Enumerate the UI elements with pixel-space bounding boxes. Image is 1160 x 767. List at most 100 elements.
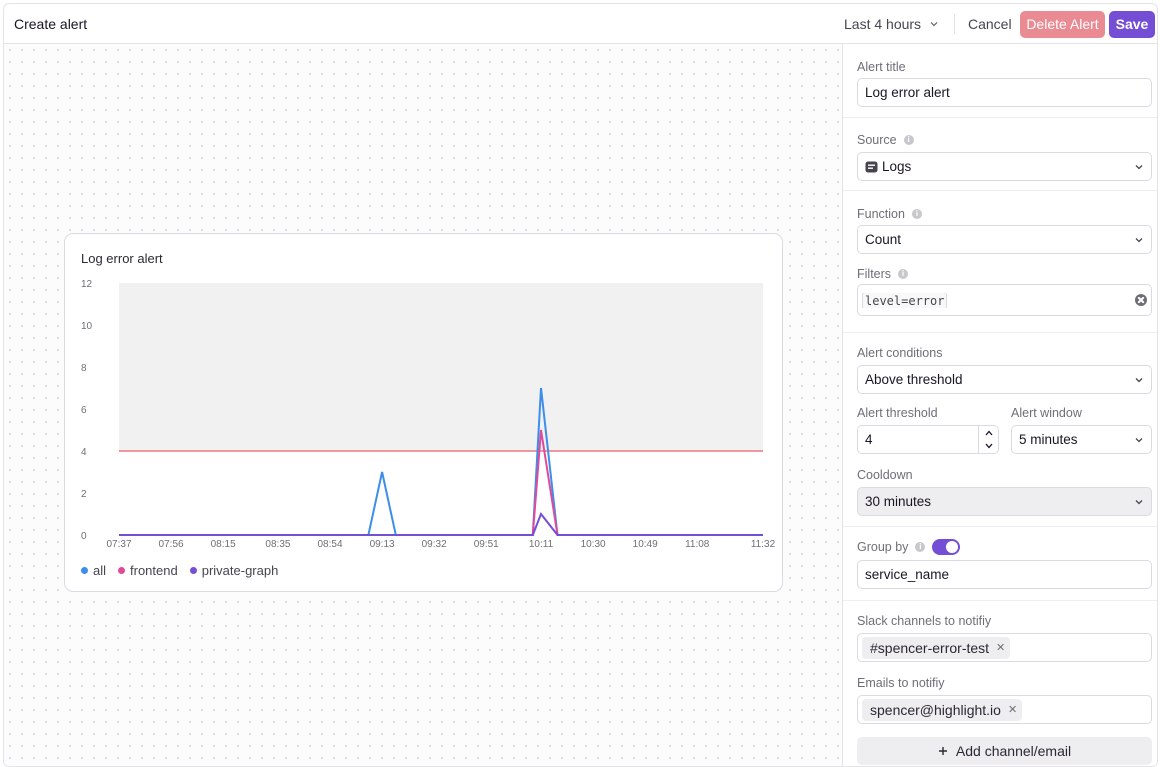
slack-channels-input[interactable]: #spencer-error-test ✕ [857,633,1152,662]
conditions-select[interactable]: Above threshold [857,365,1152,394]
group-by-toggle[interactable] [932,539,961,555]
filters-label: Filters [857,267,892,281]
y-tick-label: 10 [81,321,93,332]
group-by-input[interactable]: service_name [857,560,1152,589]
create-alert-window: Create alert Last 4 hours Cancel Delete … [3,3,1158,767]
delete-alert-button[interactable]: Delete Alert [1020,11,1105,38]
y-tick-label: 2 [81,489,87,500]
time-range-label: Last 4 hours [844,16,922,32]
x-tick-label: 08:35 [265,539,290,550]
x-tick-label: 09:13 [370,539,395,550]
info-icon: i [898,269,909,279]
time-range-select[interactable]: Last 4 hours [844,16,939,32]
chevron-down-icon [930,22,938,27]
emails-input[interactable]: spencer@highlight.io ✕ [857,695,1152,724]
x-tick-label: 07:56 [159,539,184,550]
decrement-button[interactable] [979,440,998,454]
info-icon: i [911,209,922,219]
header-divider [954,14,955,34]
slack-channel-tag: #spencer-error-test ✕ [862,636,1011,659]
increment-button[interactable] [979,426,998,440]
info-icon: i [915,542,926,552]
function-select[interactable]: Count [857,225,1152,254]
chevron-up-icon [985,430,992,436]
y-tick-label: 8 [81,363,87,374]
source-label: Source [857,133,897,147]
email-tag: spencer@highlight.io ✕ [862,698,1023,721]
x-tick-label: 11:08 [685,539,710,550]
clear-icon[interactable] [1135,294,1147,306]
info-icon: i [903,135,914,145]
remove-tag-icon[interactable]: ✕ [1007,704,1018,716]
logs-icon [865,161,878,172]
page-title: Create alert [14,16,88,32]
x-tick-label: 07:37 [106,539,131,550]
chevron-down-icon [985,443,992,449]
save-button[interactable]: Save [1109,11,1155,38]
line-chart: 0 2 4 6 8 10 12 07:37 07:56 08:15 08:35 08:54 09:13 0… [81,279,776,550]
group-by-section: Group by i service_name [843,527,1157,601]
cooldown-label: Cooldown [857,468,913,482]
source-section: Source i Logs [843,118,1157,191]
filters-input[interactable]: level=error [857,284,1152,316]
threshold-value: 4 [865,432,873,447]
x-tick-label: 10:11 [529,539,554,550]
x-tick-label: 11:32 [751,539,776,550]
alert-title-input[interactable]: Log error alert [857,78,1152,107]
x-tick-label: 10:49 [633,539,658,550]
chevron-down-icon [1135,437,1143,442]
remove-tag-icon[interactable]: ✕ [996,642,1006,654]
y-tick-label: 4 [81,447,87,458]
group-by-label: Group by [857,540,909,554]
conditions-section: Alert conditions Above threshold Alert t… [843,333,1157,527]
legend-label: all [93,563,107,578]
threshold-label: Alert threshold [857,406,938,420]
y-tick-label: 0 [81,531,87,542]
legend-dot [81,567,88,574]
legend-dot [189,567,197,574]
chevron-down-icon [1135,499,1143,504]
y-tick-label: 12 [81,279,93,290]
alert-title-label: Alert title [857,60,906,74]
group-by-value: service_name [865,567,950,582]
legend-item-frontend[interactable]: frontend [118,563,178,578]
source-select[interactable]: Logs [857,152,1152,181]
x-tick-label: 08:54 [317,539,342,550]
chevron-down-icon [1135,377,1143,382]
x-tick-label: 08:15 [211,539,236,550]
legend-dot [118,567,126,574]
legend-label: private-graph [201,563,279,578]
threshold-stepper[interactable] [978,426,998,453]
x-tick-label: 09:32 [422,539,447,550]
threshold-region [119,283,763,451]
email-address: spencer@highlight.io [870,701,1001,718]
function-label-row: Function i [857,207,922,221]
window-label: Alert window [1011,406,1082,420]
threshold-input[interactable]: 4 [857,425,999,454]
conditions-value: Above threshold [865,372,963,387]
add-channel-label: Add channel/email [955,743,1072,759]
series-line-private-graph [119,512,763,536]
chart-legend: all frontend private-graph [81,563,278,578]
alert-title-value: Log error alert [865,85,950,100]
y-tick-label: 6 [81,405,87,416]
function-section: Function i Count Filters i level=error [843,191,1157,333]
x-tick-label: 09:51 [474,539,499,550]
legend-item-private-graph[interactable]: private-graph [189,563,279,578]
source-value: Logs [882,159,912,174]
chart-card: Log error alert 0 2 4 6 8 10 12 07:37 07:56 08:15… [64,233,783,592]
cooldown-select[interactable]: 30 minutes [857,487,1152,516]
emails-label: Emails to notifiy [857,676,945,690]
plus-icon [938,747,947,755]
group-by-label-row: Group by i [857,539,961,555]
window-value: 5 minutes [1019,432,1078,447]
chart-title: Log error alert [81,251,163,266]
conditions-label: Alert conditions [857,346,943,360]
window-select[interactable]: 5 minutes [1011,425,1152,454]
cancel-button[interactable]: Cancel [968,16,1012,32]
add-channel-button[interactable]: Add channel/email [857,737,1152,765]
slack-label: Slack channels to notifiy [857,614,992,628]
function-value: Count [865,232,902,247]
filter-token: level=error [862,292,948,308]
legend-item-all[interactable]: all [81,563,106,578]
